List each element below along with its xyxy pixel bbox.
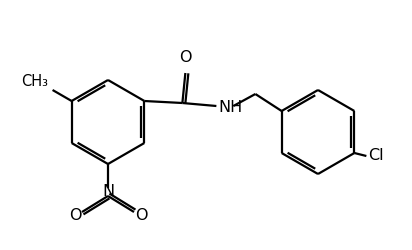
Text: O: O <box>179 50 192 65</box>
Text: Cl: Cl <box>368 148 384 164</box>
Text: NH: NH <box>218 100 243 116</box>
Text: O: O <box>69 208 81 222</box>
Text: CH₃: CH₃ <box>21 74 49 89</box>
Text: O: O <box>135 208 147 222</box>
Text: N: N <box>102 184 114 200</box>
